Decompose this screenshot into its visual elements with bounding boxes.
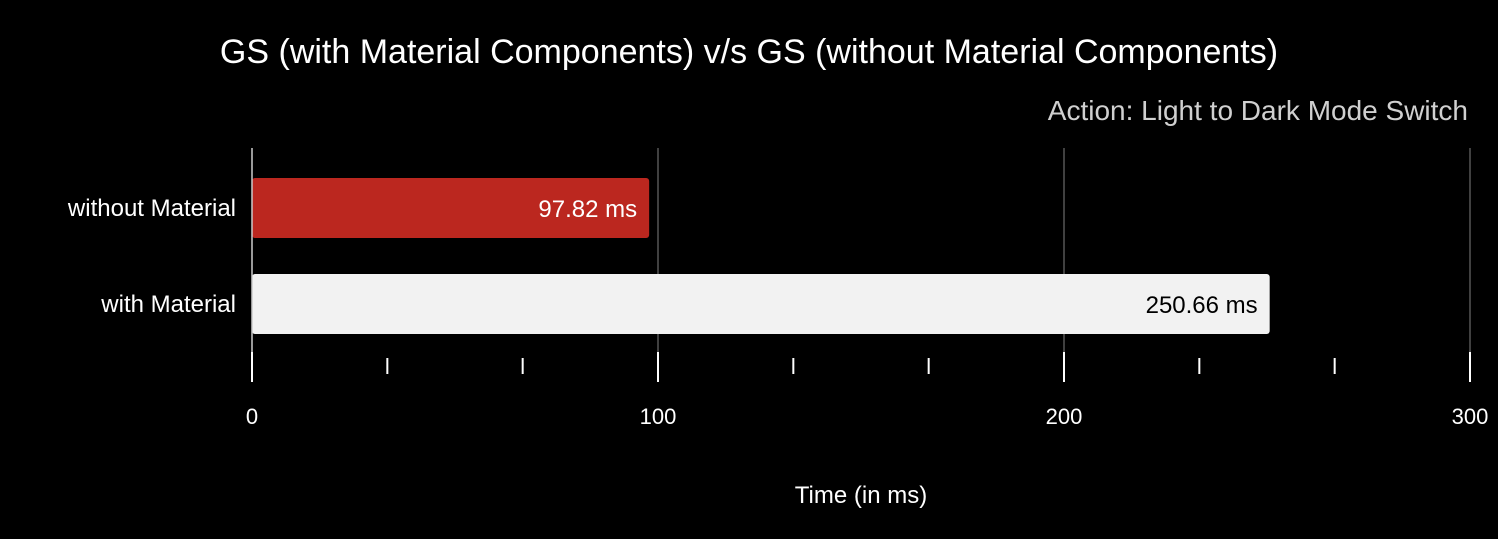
category-label: with Material xyxy=(100,291,236,318)
data-label: 250.66 ms xyxy=(1146,292,1258,319)
chart-title: GS (with Material Components) v/s GS (wi… xyxy=(220,33,1278,71)
x-tick-label: 0 xyxy=(246,404,258,429)
x-tick-label: 200 xyxy=(1046,404,1083,429)
bars: without Material 97.82 ms with Material 250… xyxy=(67,178,1270,334)
x-axis-title: Time (in ms) xyxy=(795,482,927,509)
bar xyxy=(252,274,1270,334)
x-tick-label: 300 xyxy=(1452,404,1489,429)
x-axis: 0 100 200 300 xyxy=(246,148,1488,429)
x-tick-label: 100 xyxy=(640,404,677,429)
data-label: 97.82 ms xyxy=(538,196,637,223)
category-label: without Material xyxy=(67,195,236,222)
chart-subtitle: Action: Light to Dark Mode Switch xyxy=(1048,95,1468,126)
bar xyxy=(252,178,650,238)
